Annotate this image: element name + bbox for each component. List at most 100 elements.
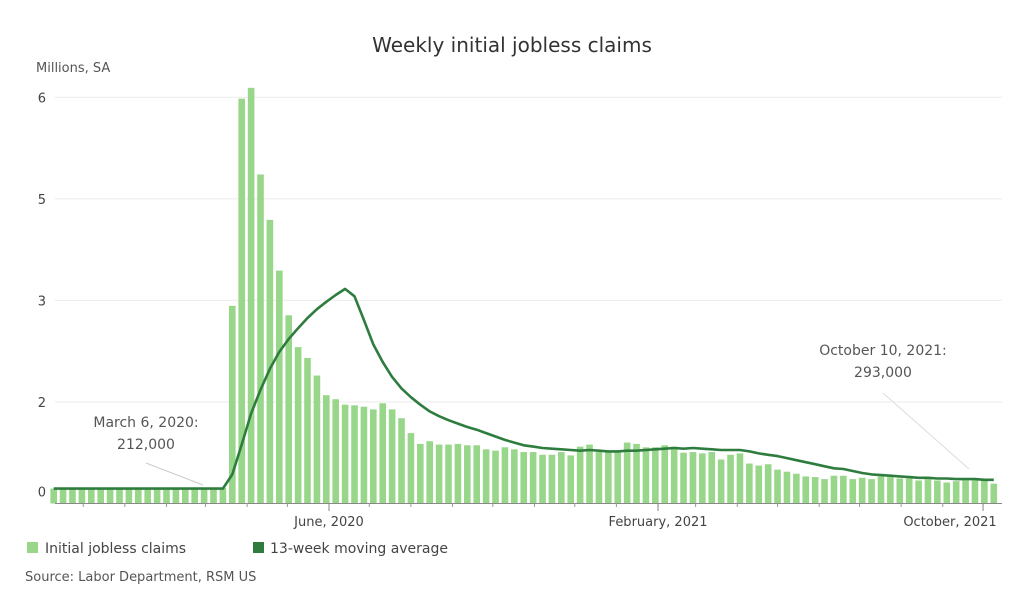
- source-note: Source: Labor Department, RSM US: [25, 570, 256, 585]
- bar: [990, 483, 998, 504]
- bar: [529, 452, 537, 504]
- bar: [652, 447, 659, 504]
- annotation-value: 293,000: [854, 365, 912, 381]
- bar: [134, 488, 142, 504]
- bar: [388, 409, 396, 504]
- bar: [915, 480, 922, 504]
- bar: [811, 477, 819, 504]
- bar: [670, 446, 678, 504]
- line-series-moving-average: [53, 287, 994, 490]
- bar: [163, 489, 170, 504]
- bar: [511, 449, 518, 504]
- bar: [548, 454, 556, 504]
- y-tick-label: 0: [38, 486, 46, 501]
- bar: [952, 481, 960, 504]
- bar: [699, 453, 706, 504]
- bar: [69, 487, 76, 504]
- bar: [200, 488, 208, 504]
- bar: [708, 452, 716, 504]
- bar: [125, 489, 133, 504]
- bar: [78, 488, 86, 504]
- bar: [266, 219, 274, 504]
- bar: [689, 452, 697, 504]
- annotation-value: 212,000: [117, 437, 175, 453]
- bar: [247, 87, 255, 504]
- bar: [294, 347, 302, 504]
- bar: [755, 465, 763, 504]
- y-axis-unit-label: Millions, SA: [36, 61, 110, 76]
- bar: [727, 454, 734, 504]
- bar: [981, 480, 988, 504]
- bar: [614, 452, 622, 504]
- bar: [445, 444, 452, 504]
- bar: [238, 98, 246, 504]
- gridlines: [55, 96, 1002, 403]
- annotation-march-2020: March 6, 2020: 212,000: [93, 415, 204, 486]
- y-tick-label: 2: [38, 396, 46, 411]
- bar: [97, 487, 104, 504]
- bar: [191, 488, 198, 504]
- annotation-leader-line: [882, 392, 970, 470]
- bar: [435, 444, 443, 504]
- annotation-leader-line: [145, 462, 204, 486]
- bar: [623, 442, 631, 504]
- bar: [943, 482, 951, 504]
- bar: [50, 488, 57, 504]
- bar: [586, 444, 593, 504]
- bar: [257, 174, 264, 504]
- chart-title: Weekly initial jobless claims: [372, 33, 652, 57]
- bar: [558, 452, 565, 504]
- bar: [868, 479, 875, 504]
- bar: [924, 479, 932, 504]
- bar: [877, 476, 885, 504]
- bar: [802, 476, 810, 504]
- bar: [379, 403, 387, 504]
- bar: [736, 453, 744, 504]
- x-tick-label: February, 2021: [609, 515, 708, 530]
- bar: [454, 443, 462, 504]
- bar: [276, 270, 283, 504]
- bar: [106, 488, 114, 504]
- bar: [905, 478, 913, 504]
- bar: [934, 480, 941, 504]
- bar: [840, 475, 847, 504]
- bar: [153, 488, 161, 504]
- bar: [229, 305, 236, 504]
- bar: [426, 441, 434, 504]
- legend-swatch-claims: [27, 542, 38, 553]
- bar: [774, 469, 781, 504]
- bar: [351, 405, 358, 504]
- bar: [407, 433, 415, 504]
- legend-label-claims: Initial jobless claims: [45, 541, 186, 557]
- bar: [783, 471, 791, 504]
- bar: [313, 375, 321, 504]
- bar: [172, 488, 180, 504]
- bar: [417, 443, 424, 504]
- y-axis: 0 2 3 5 6: [38, 91, 46, 500]
- bar: [680, 452, 687, 504]
- bar: [971, 480, 979, 504]
- bar: [332, 399, 340, 504]
- bar: [896, 478, 904, 504]
- bar: [219, 487, 227, 504]
- bar: [59, 488, 67, 504]
- bar: [642, 447, 650, 504]
- bar: [661, 445, 669, 504]
- bar: [87, 488, 95, 504]
- bar: [341, 404, 349, 504]
- bar: [858, 477, 866, 504]
- bar-series-initial-claims: [50, 87, 998, 504]
- bar: [370, 409, 377, 504]
- y-tick-label: 3: [38, 294, 46, 309]
- bar: [887, 477, 894, 504]
- bar: [181, 488, 189, 504]
- bar: [746, 463, 753, 504]
- bar: [323, 395, 330, 504]
- bar: [764, 464, 772, 504]
- bar: [398, 418, 405, 504]
- bar: [605, 452, 612, 504]
- bar: [464, 445, 471, 504]
- bar: [633, 443, 640, 504]
- bar: [210, 489, 217, 504]
